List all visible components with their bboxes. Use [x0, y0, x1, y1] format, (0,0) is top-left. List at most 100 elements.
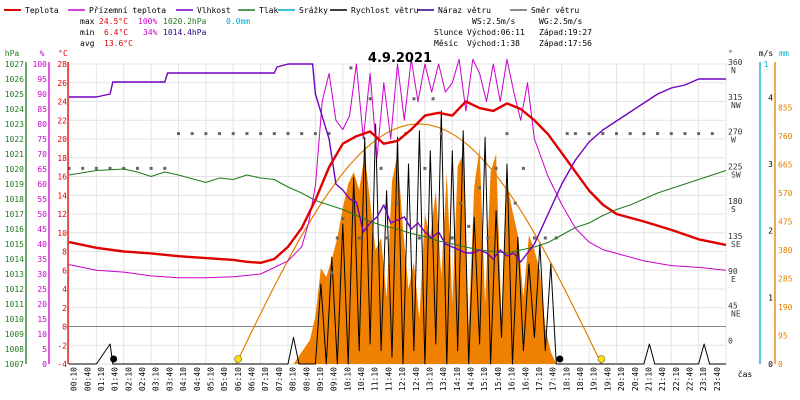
wind-direction-dot: [521, 166, 525, 170]
wind-speed-line: [69, 110, 726, 365]
wind-direction-dot: [335, 236, 339, 240]
pressure-tick: 1008: [5, 345, 24, 354]
stat-max-label: max: [80, 17, 95, 26]
humidity-tick: 55: [37, 195, 47, 204]
humidity-tick: 10: [37, 330, 47, 339]
sunset-icon: [597, 355, 606, 363]
humidity-tick: 65: [37, 165, 47, 174]
wind-direction-dot: [330, 271, 334, 275]
wind-direction-dot: [710, 132, 714, 136]
x-tick-label: 09:40: [330, 367, 339, 391]
axes: 1027102610251024102310221021102010191018…: [5, 49, 793, 391]
info-moon-label: Měsíc: [434, 39, 458, 48]
wind-direction-dot: [327, 132, 331, 136]
wind-direction-dot: [573, 132, 577, 136]
humidity-tick: 50: [37, 210, 47, 219]
humidity-tick: 5: [42, 345, 47, 354]
wind-speed-tick: 4: [768, 93, 773, 102]
x-tick-label: 23:40: [713, 367, 722, 391]
x-tick-label: 13:10: [425, 367, 434, 391]
wind-direction-dot: [467, 224, 471, 228]
temperature-line: [68, 100, 727, 264]
moonrise-icon: [110, 355, 118, 363]
solar-tick: 665: [778, 161, 793, 170]
pressure-tick: 1023: [5, 120, 24, 129]
x-tick-label: 08:10: [289, 367, 298, 391]
direction-tick: 90: [728, 267, 738, 276]
wind-direction-dot: [385, 236, 389, 240]
wind-direction-dot: [494, 166, 498, 170]
wind-direction-dot: [190, 132, 194, 136]
x-tick-label: 09:10: [316, 367, 325, 391]
wind-direction-dot: [642, 132, 646, 136]
direction-tick: 270: [728, 128, 743, 137]
wind-direction-dot: [565, 132, 569, 136]
x-tick-label: 17:40: [549, 367, 558, 391]
wind-direction-dot: [450, 236, 454, 240]
wind-direction-dot: [231, 132, 235, 136]
x-tick-label: 22:10: [672, 367, 681, 391]
humidity-tick: 15: [37, 315, 47, 324]
pressure-tick: 1026: [5, 75, 24, 84]
x-tick-label: 05:40: [220, 367, 229, 391]
wind-direction-dot: [204, 132, 208, 136]
wind-direction-dot: [628, 132, 632, 136]
legend-label-rain: Srážky: [299, 6, 328, 15]
x-tick-label: 13:40: [439, 367, 448, 391]
humidity-tick: 85: [37, 105, 47, 114]
humidity-tick: 80: [37, 120, 47, 129]
x-tick-label: 17:10: [535, 367, 544, 391]
direction-name: N: [731, 66, 736, 75]
pressure-tick: 1016: [5, 225, 24, 234]
wind-direction-dot: [286, 132, 290, 136]
temperature-tick: 24: [57, 98, 67, 107]
humidity-tick: 30: [37, 270, 47, 279]
ground-temp-line: [68, 58, 727, 279]
solar-area: [69, 148, 726, 364]
x-tick-label: 15:40: [494, 367, 503, 391]
wind-direction-dot: [601, 132, 605, 136]
x-tick-label: 12:10: [398, 367, 407, 391]
pressure-tick: 1007: [5, 360, 24, 369]
x-tick-label: 18:40: [576, 367, 585, 391]
stat-max-rain: 0.0mm: [226, 17, 250, 26]
x-tick-label: 03:40: [165, 367, 174, 391]
humidity-tick: 35: [37, 255, 47, 264]
temperature-tick: 14: [57, 191, 67, 200]
solar-tick: 570: [778, 189, 793, 198]
solar-tick: 95: [778, 332, 788, 341]
temperature-tick: 12: [57, 210, 67, 219]
info-sun-label: Slunce: [434, 28, 463, 37]
wind-direction-dot: [543, 236, 547, 240]
wind-direction-dot: [431, 97, 435, 101]
direction-name: SE: [731, 240, 741, 249]
x-tick-label: 16:40: [521, 367, 530, 391]
wind-direction-dot: [368, 97, 372, 101]
wind-direction-dot: [417, 236, 421, 240]
stat-avg-temp: 13.6°C: [104, 39, 133, 48]
temperature-tick: 16: [57, 173, 67, 182]
wind-direction-dot: [259, 132, 263, 136]
temperature-tick: 10: [57, 229, 67, 238]
temperature-tick: 28: [57, 60, 67, 69]
humidity-tick: 95: [37, 75, 47, 84]
x-tick-label: 02:10: [124, 367, 133, 391]
stats-info: max 24.5°C 100% 1020.2hPa 0.0mm min 6.4°C 34% 10…: [80, 17, 592, 48]
solar-theory-line: [235, 123, 602, 365]
temperature-tick: 18: [57, 154, 67, 163]
info-ws: WS:2.5m/s: [472, 17, 516, 26]
stat-max-press: 1020.2hPa: [163, 17, 207, 26]
humidity-unit: %: [40, 49, 45, 58]
temperature-tick: 0: [62, 323, 67, 332]
x-tick-label: 16:10: [508, 367, 517, 391]
direction-unit: °: [728, 49, 733, 58]
wind-direction-dot: [313, 132, 317, 136]
wind-direction-dot: [135, 166, 139, 170]
wind-direction-dot: [697, 132, 701, 136]
wind-direction-dot: [615, 132, 618, 136]
wind-direction-dot: [67, 166, 71, 170]
temperature-tick: 22: [57, 116, 67, 125]
pressure-tick: 1014: [5, 255, 24, 264]
x-tick-label: 11:10: [371, 367, 380, 391]
pressure-tick: 1025: [5, 90, 24, 99]
